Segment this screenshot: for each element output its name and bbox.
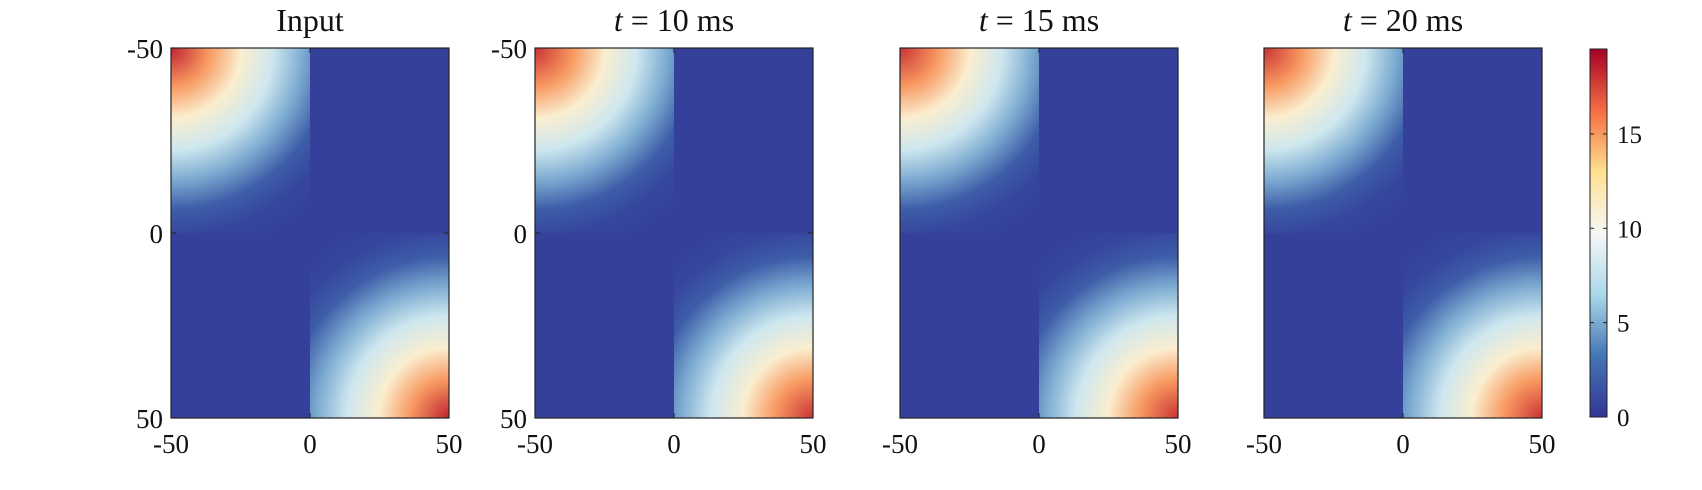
heatmap-cell (171, 48, 310, 233)
heatmap-panel-3: t = 15 ms -50 0 50 (882, 2, 1192, 459)
heatmap-cell (1403, 48, 1542, 233)
panel-title: t = 20 ms (1343, 2, 1463, 38)
heatmap-cell (900, 48, 1039, 233)
heatmap-cell (674, 48, 813, 233)
x-tick-label: -50 (1246, 429, 1282, 459)
heatmap-cell (674, 233, 813, 418)
panel-title: t = 15 ms (979, 2, 1099, 38)
y-tick-label: 50 (136, 404, 163, 434)
panel-title: t = 10 ms (614, 2, 734, 38)
heatmap-cell (900, 233, 1039, 418)
x-tick-label: 0 (1396, 429, 1410, 459)
x-tick-label: 0 (303, 429, 317, 459)
x-tick-label: 50 (800, 429, 827, 459)
colorbar-tick-label: 10 (1617, 216, 1642, 243)
x-tick-label: -50 (517, 429, 553, 459)
colorbar-frame (1589, 48, 1608, 418)
y-tick-label: -50 (127, 34, 163, 64)
colorbar: 0 5 10 15 (1589, 48, 1642, 432)
panel-title: Input (276, 2, 344, 38)
colorbar-tick-label: 15 (1617, 122, 1642, 149)
heatmap-panel-4: t = 20 ms -50 0 50 (1246, 2, 1556, 459)
heatmap-cell (1039, 233, 1178, 418)
heatmap-cell (1264, 48, 1403, 233)
heatmap-cell (1039, 48, 1178, 233)
heatmap-cell (310, 48, 449, 233)
x-tick-label: -50 (153, 429, 189, 459)
heatmap-cell (171, 233, 310, 418)
x-tick-label: -50 (882, 429, 918, 459)
y-tick-label: 0 (150, 219, 164, 249)
x-tick-label: 0 (1032, 429, 1046, 459)
heatmap-cell (535, 233, 674, 418)
heatmap-cell (310, 233, 449, 418)
y-tick-label: -50 (491, 34, 527, 64)
colorbar-tick-label: 0 (1617, 405, 1630, 432)
y-tick-label: 50 (500, 404, 527, 434)
heatmap-cell (1403, 233, 1542, 418)
heatmap-cell (535, 48, 674, 233)
x-tick-label: 0 (667, 429, 681, 459)
heatmap-cell (1264, 233, 1403, 418)
colorbar-gradient (1590, 49, 1607, 417)
x-tick-label: 50 (1165, 429, 1192, 459)
y-tick-label: 0 (514, 219, 528, 249)
colorbar-tick-label: 5 (1617, 311, 1630, 338)
x-tick-label: 50 (436, 429, 463, 459)
x-tick-label: 50 (1529, 429, 1556, 459)
